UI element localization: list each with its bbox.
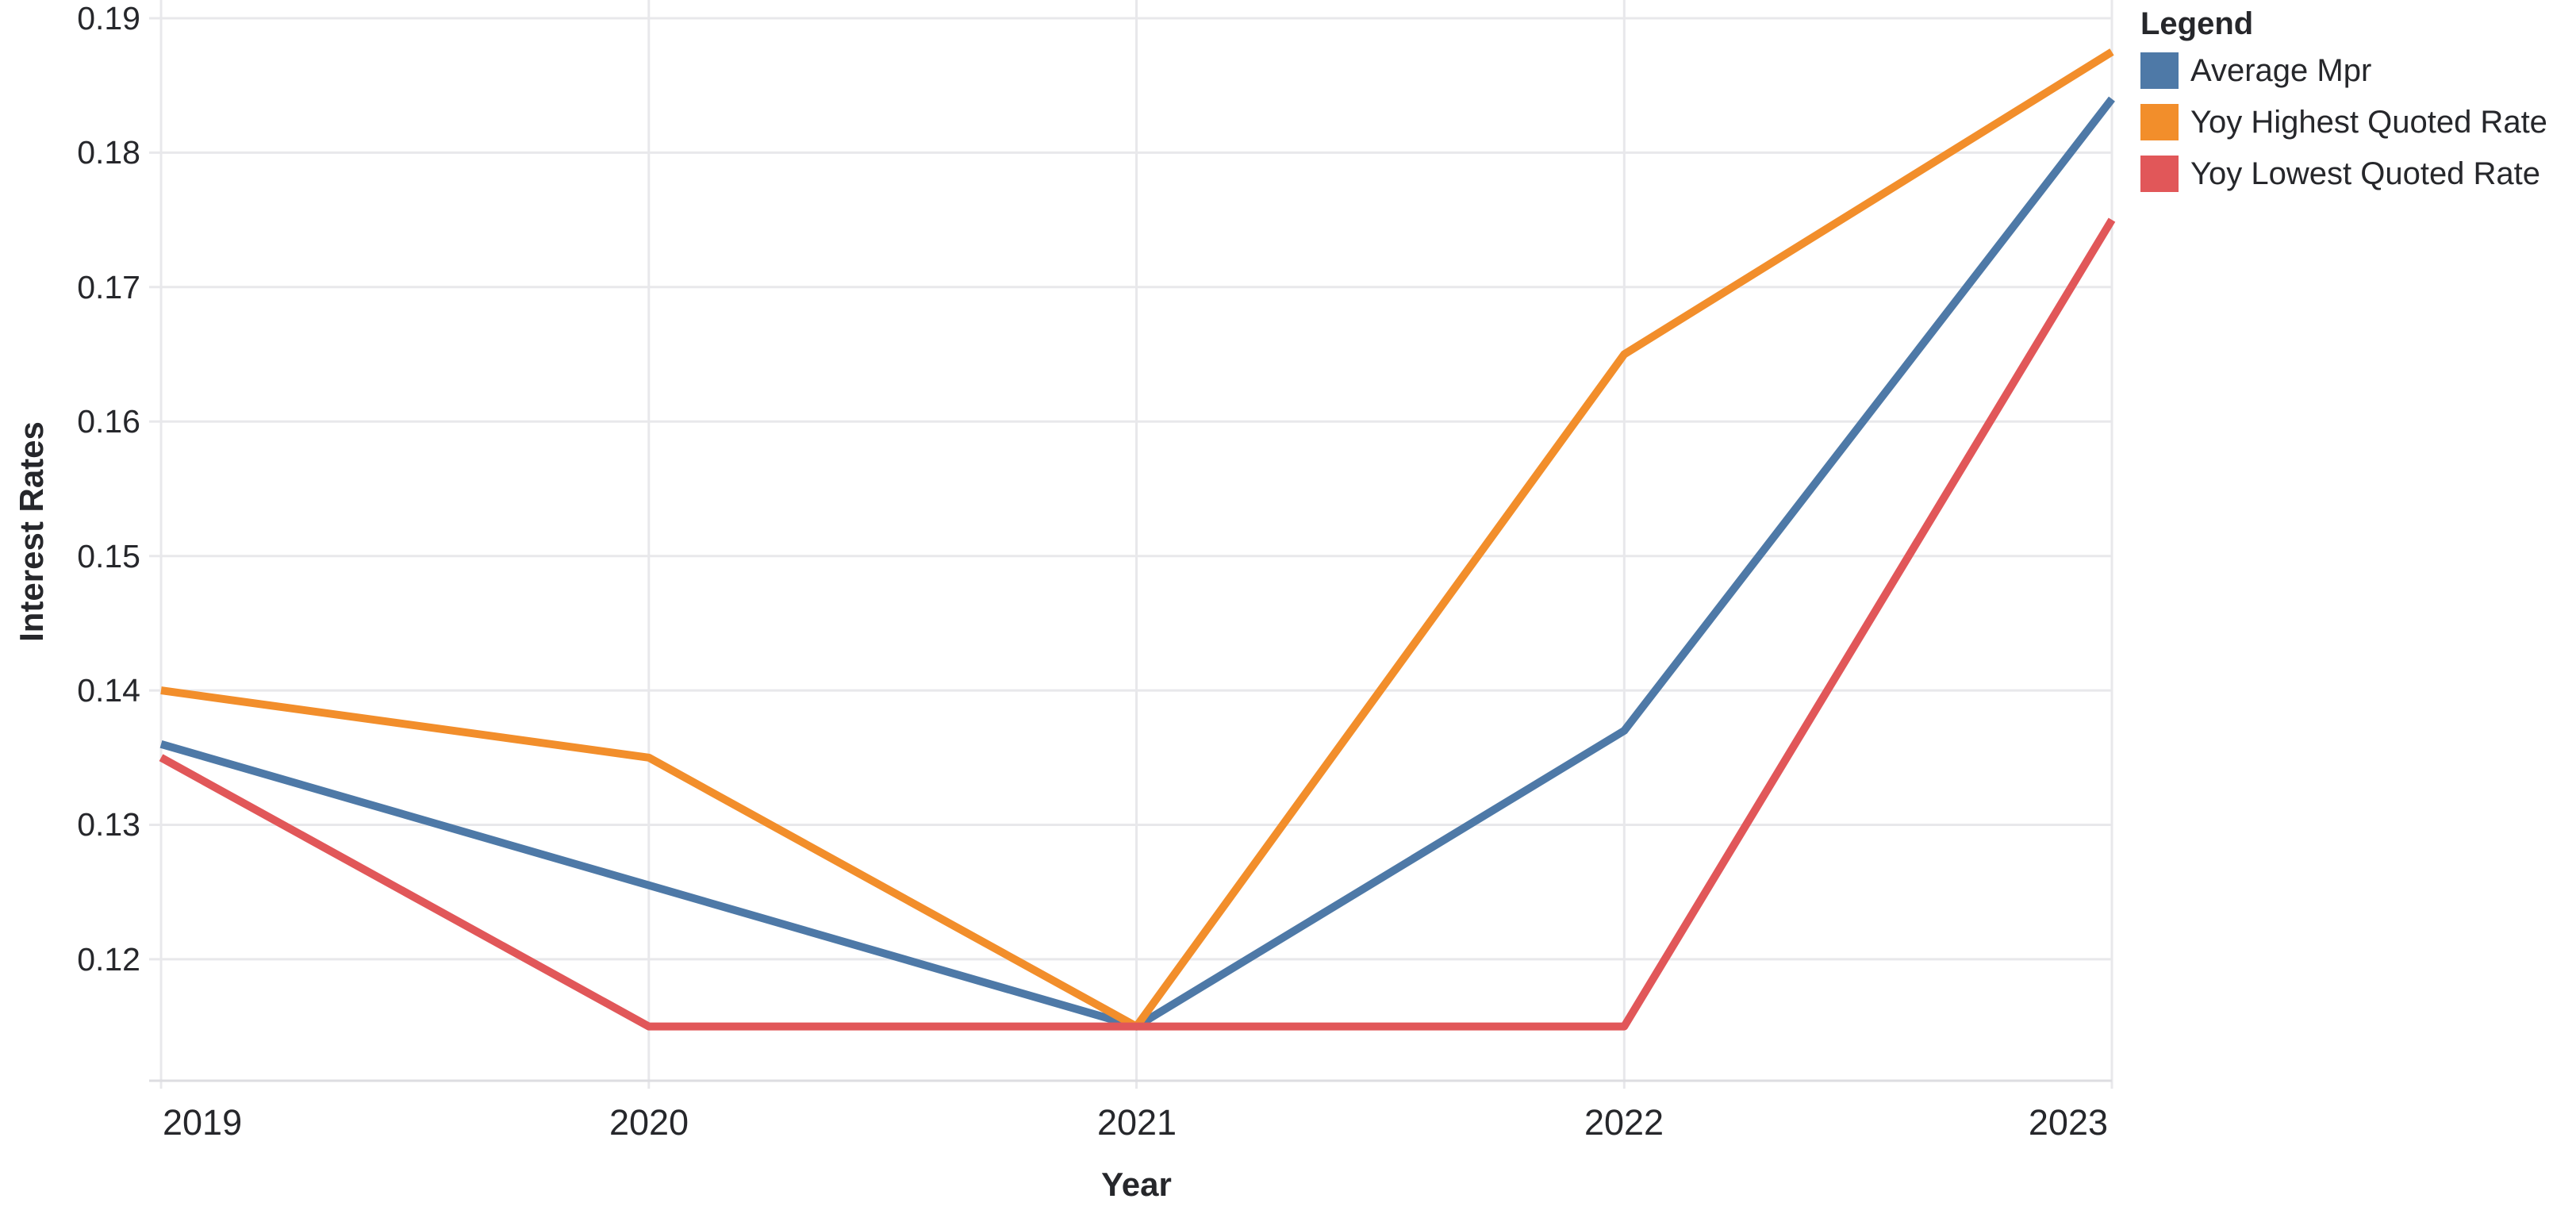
y-tick-label: 0.15 (77, 538, 140, 574)
legend-item-yoy-lowest-quoted-rate[interactable]: Yoy Lowest Quoted Rate (2140, 156, 2547, 192)
legend-label: Yoy Lowest Quoted Rate (2190, 156, 2541, 191)
x-tick-label: 2019 (163, 1102, 243, 1143)
legend: Legend Average Mpr Yoy Highest Quoted Ra… (2140, 5, 2547, 207)
y-tick-label: 0.16 (77, 403, 140, 440)
legend-label: Average Mpr (2190, 53, 2372, 88)
x-tick-label: 2020 (608, 1102, 689, 1143)
y-tick-label: 0.14 (77, 672, 140, 709)
y-tick-label: 0.19 (77, 0, 140, 37)
legend-title: Legend (2140, 6, 2254, 41)
legend-swatch-average-mpr (2140, 52, 2179, 89)
y-tick-label: 0.13 (77, 806, 140, 843)
y-tick-label: 0.12 (77, 941, 140, 978)
legend-label: Yoy Highest Quoted Rate (2190, 105, 2547, 140)
legend-item-yoy-highest-quoted-rate[interactable]: Yoy Highest Quoted Rate (2140, 104, 2547, 140)
x-tick-label: 2023 (2028, 1102, 2108, 1143)
y-tick-label: 0.18 (77, 134, 140, 171)
legend-swatch-yoy-lowest-quoted-rate (2140, 156, 2179, 192)
y-tick-label: 0.17 (77, 269, 140, 305)
x-tick-label: 2021 (1096, 1102, 1177, 1143)
legend-item-average-mpr[interactable]: Average Mpr (2140, 52, 2547, 89)
y-axis-title: Interest Rates (13, 421, 50, 642)
x-axis-title: Year (1101, 1166, 1172, 1203)
legend-swatch-yoy-highest-quoted-rate (2140, 104, 2179, 140)
x-tick-label: 2022 (1584, 1102, 1664, 1143)
series-line-yoy-lowest-quoted-rate (159, 217, 2116, 1031)
